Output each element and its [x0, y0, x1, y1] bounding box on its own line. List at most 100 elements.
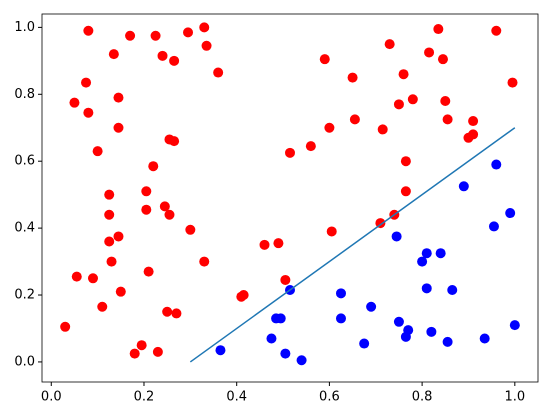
point	[125, 30, 136, 41]
y-tick-label: 0.8	[14, 87, 35, 102]
point	[280, 348, 291, 359]
point	[359, 338, 370, 349]
point	[266, 333, 277, 344]
y-tick-label: 0.4	[14, 221, 35, 236]
point	[440, 95, 451, 106]
point	[393, 99, 404, 110]
point	[113, 231, 124, 242]
point	[433, 24, 444, 35]
point	[349, 114, 360, 125]
point	[393, 316, 404, 327]
point	[407, 94, 418, 105]
point	[199, 22, 210, 33]
point	[215, 345, 226, 356]
point	[400, 186, 411, 197]
point	[150, 30, 161, 41]
point	[377, 124, 388, 135]
point	[505, 208, 516, 219]
point	[479, 333, 490, 344]
point	[305, 141, 316, 152]
point	[417, 256, 428, 267]
point	[104, 209, 115, 220]
point	[97, 301, 108, 312]
point	[275, 313, 286, 324]
point	[442, 114, 453, 125]
point	[238, 290, 249, 301]
line	[189, 127, 516, 363]
point	[71, 271, 82, 282]
point	[169, 136, 180, 147]
point	[164, 209, 175, 220]
point	[108, 49, 119, 60]
point	[375, 218, 386, 229]
point	[391, 231, 402, 242]
point	[259, 239, 270, 250]
point	[60, 321, 71, 332]
point	[83, 107, 94, 118]
point	[458, 181, 469, 192]
point	[104, 189, 115, 200]
point	[162, 306, 173, 317]
x-tick-label: 0.8	[412, 390, 433, 405]
point	[152, 346, 163, 357]
point	[442, 336, 453, 347]
point	[183, 27, 194, 38]
point	[468, 116, 479, 127]
point	[384, 39, 395, 50]
point	[148, 161, 159, 172]
point	[104, 236, 115, 247]
point	[199, 256, 210, 267]
point	[213, 67, 224, 78]
point	[69, 97, 80, 108]
point	[324, 122, 335, 133]
point	[509, 320, 520, 331]
point	[335, 313, 346, 324]
point	[115, 286, 126, 297]
point	[435, 248, 446, 259]
point	[83, 25, 94, 36]
x-tick-label: 0.2	[134, 390, 155, 405]
point	[491, 25, 502, 36]
point	[421, 248, 432, 259]
point	[143, 266, 154, 277]
point	[424, 47, 435, 58]
point	[169, 55, 180, 66]
point	[81, 77, 92, 88]
point	[141, 204, 152, 215]
point	[273, 238, 284, 249]
point	[335, 288, 346, 299]
point	[426, 326, 437, 337]
point	[157, 50, 168, 61]
point	[447, 285, 458, 295]
point	[366, 301, 377, 312]
point	[280, 274, 291, 285]
point	[159, 201, 170, 212]
point	[403, 325, 414, 336]
point	[113, 92, 124, 103]
plot-frame	[41, 13, 539, 383]
point	[92, 146, 103, 157]
x-tick-label: 0.4	[226, 390, 247, 405]
y-tick-label: 0.2	[14, 288, 35, 303]
y-tick-label: 0.0	[14, 354, 35, 369]
point	[136, 340, 147, 351]
point	[507, 77, 518, 88]
point	[201, 40, 212, 51]
y-tick-label: 0.6	[14, 154, 35, 169]
point	[171, 308, 182, 319]
point	[319, 54, 330, 65]
point	[488, 221, 499, 232]
point	[468, 129, 479, 140]
point	[421, 283, 432, 294]
point	[129, 348, 140, 359]
point	[113, 122, 124, 133]
x-tick-label: 0.6	[319, 390, 340, 405]
point	[326, 226, 337, 237]
point	[491, 159, 502, 170]
point	[400, 156, 411, 167]
point	[398, 69, 409, 80]
point	[87, 273, 98, 284]
x-tick-label: 0.0	[41, 390, 62, 405]
point	[296, 355, 307, 366]
